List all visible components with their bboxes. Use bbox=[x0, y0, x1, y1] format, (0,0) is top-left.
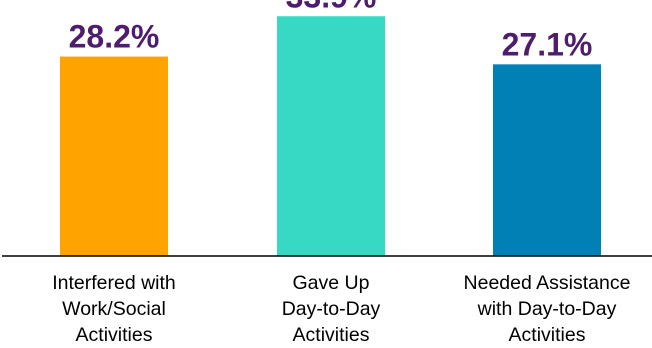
category-label-3-line-1: Needed Assistance bbox=[464, 272, 631, 294]
bar-2 bbox=[277, 16, 385, 256]
data-label-2: 33.9% bbox=[286, 0, 377, 14]
data-label-1: 28.2% bbox=[69, 19, 160, 55]
category-label-1-line-2: Work/Social bbox=[62, 298, 166, 320]
category-labels-group: Interfered with Work/Social Activities Gave… bbox=[52, 272, 630, 346]
bar-3 bbox=[493, 64, 601, 256]
category-label-1-line-1: Interfered with bbox=[52, 272, 176, 294]
category-label-3-line-2: with Day-to-Day bbox=[477, 298, 617, 320]
bars-group bbox=[60, 16, 601, 257]
data-label-3: 27.1% bbox=[502, 26, 593, 62]
category-label-2-line-1: Gave Up bbox=[293, 272, 370, 294]
bar-1 bbox=[60, 56, 168, 257]
data-labels-group: 28.2% 33.9% 27.1% bbox=[69, 0, 593, 62]
category-label-2-line-3: Activities bbox=[293, 324, 370, 346]
category-label-1-line-3: Activities bbox=[76, 324, 153, 346]
category-label-2-line-2: Day-to-Day bbox=[282, 298, 381, 320]
category-label-3-line-3: Activities bbox=[509, 324, 586, 346]
